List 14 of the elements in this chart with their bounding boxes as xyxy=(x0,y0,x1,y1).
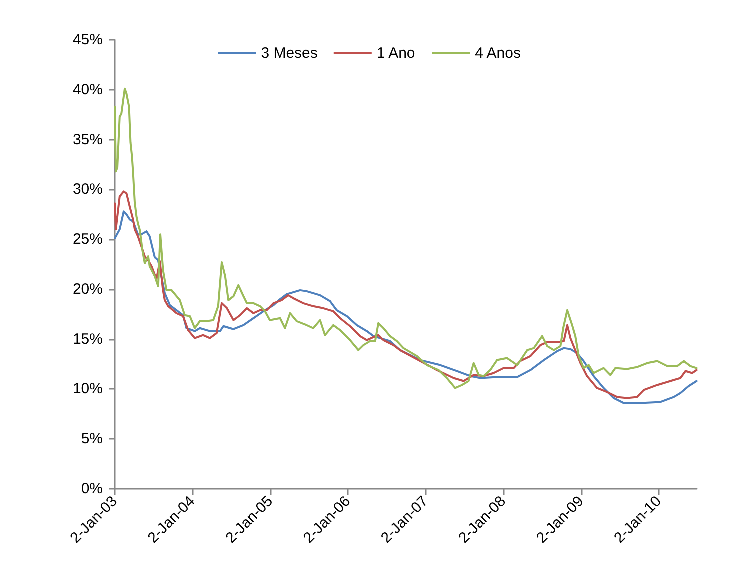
y-tick-label: 30% xyxy=(72,181,103,198)
y-tick-label: 15% xyxy=(72,330,103,348)
y-tick-label: 35% xyxy=(72,131,103,148)
y-tick-label: 20% xyxy=(72,280,103,298)
legend-label: 4 Anos xyxy=(475,45,521,62)
y-tick-label: 0% xyxy=(81,480,103,498)
y-tick-label: 10% xyxy=(72,380,103,398)
legend-label: 1 Ano xyxy=(376,45,416,62)
y-tick-label: 5% xyxy=(81,430,103,448)
legend-label: 3 Meses xyxy=(261,45,318,62)
y-tick-label: 25% xyxy=(72,231,103,248)
y-tick-label: 40% xyxy=(72,81,103,98)
line-series xyxy=(114,88,698,390)
y-tick-label: 45% xyxy=(72,32,103,48)
